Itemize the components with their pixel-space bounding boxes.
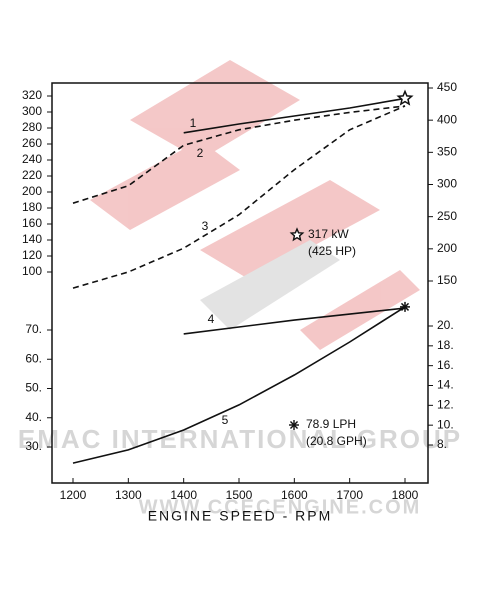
y-tick-label: 50. — [25, 381, 42, 395]
y-tick-label: 40. — [25, 410, 42, 424]
annotation: (20.8 GPH) — [306, 434, 367, 448]
plot-frame — [51, 82, 429, 484]
x-tick-label: 1300 — [115, 488, 142, 502]
series-label: 2 — [197, 146, 204, 160]
series-line — [183, 97, 406, 134]
y-tick-label: 300 — [22, 104, 42, 118]
y2-tick-label: 450 — [437, 80, 457, 94]
y2-tick-label: 150 — [437, 273, 457, 287]
series-label: 1 — [190, 116, 197, 130]
y-tick-label: 280 — [22, 120, 42, 134]
y2-tick-label: 16. — [437, 358, 454, 372]
y-tick-label: 240 — [22, 152, 42, 166]
y2-tick-label: 8. — [437, 437, 447, 451]
y-tick-label: 320 — [22, 88, 42, 102]
x-tick-label: 1200 — [60, 488, 87, 502]
annotation: 317 kW — [308, 227, 349, 241]
series-line — [72, 105, 406, 204]
end-star — [396, 89, 414, 106]
x-tick-label: 1800 — [392, 488, 419, 502]
x-tick-label: 1600 — [281, 488, 308, 502]
y2-tick-label: 400 — [437, 112, 457, 126]
y2-tick-label: 350 — [437, 145, 457, 159]
y-tick-label: 160 — [22, 216, 42, 230]
annotation: 78.9 LPH — [306, 417, 356, 431]
asterisk-stroke — [400, 302, 410, 311]
y2-tick-label: 12. — [437, 398, 454, 412]
watermark: EMAC INTERNATIONAL GROUP — [18, 424, 462, 454]
y2-tick-label: 18. — [437, 338, 454, 352]
x-tick-label: 1400 — [170, 488, 197, 502]
y-tick-label: 30. — [25, 439, 42, 453]
series-label: 4 — [208, 312, 215, 326]
y-tick-label: 180 — [22, 200, 42, 214]
y2-tick-label: 300 — [437, 177, 457, 191]
y-tick-label: 100 — [22, 264, 42, 278]
asterisk-stroke — [289, 420, 299, 430]
logo — [90, 60, 420, 350]
legend-star — [289, 227, 305, 242]
y-tick-label: 260 — [22, 136, 42, 150]
y2-tick-label: 200 — [437, 241, 457, 255]
y2-tick-label: 250 — [437, 209, 457, 223]
y-tick-label: 70. — [25, 322, 42, 336]
y-tick-label: 140 — [22, 232, 42, 246]
series-line — [183, 307, 406, 335]
y-tick-label: 60. — [25, 351, 42, 365]
x-tick-label: 1500 — [226, 488, 253, 502]
series-label: 3 — [202, 219, 209, 233]
legend-asterisk — [289, 420, 299, 430]
annotation: (425 HP) — [308, 244, 356, 258]
y2-tick-label: 20. — [437, 318, 454, 332]
y-tick-label: 120 — [22, 248, 42, 262]
y2-tick-label: 14. — [437, 378, 454, 392]
y2-tick-label: 10. — [437, 417, 454, 431]
series-line — [72, 105, 406, 289]
x-tick-label: 1700 — [336, 488, 363, 502]
y-tick-label: 220 — [22, 168, 42, 182]
end-asterisk — [400, 301, 410, 312]
x-axis-label: ENGINE SPEED - RPM — [148, 508, 333, 524]
y-tick-label: 200 — [22, 184, 42, 198]
series-label: 5 — [222, 413, 229, 427]
series-line — [72, 306, 406, 464]
watermark: WWW.CCECENGINE.COM — [139, 496, 422, 518]
